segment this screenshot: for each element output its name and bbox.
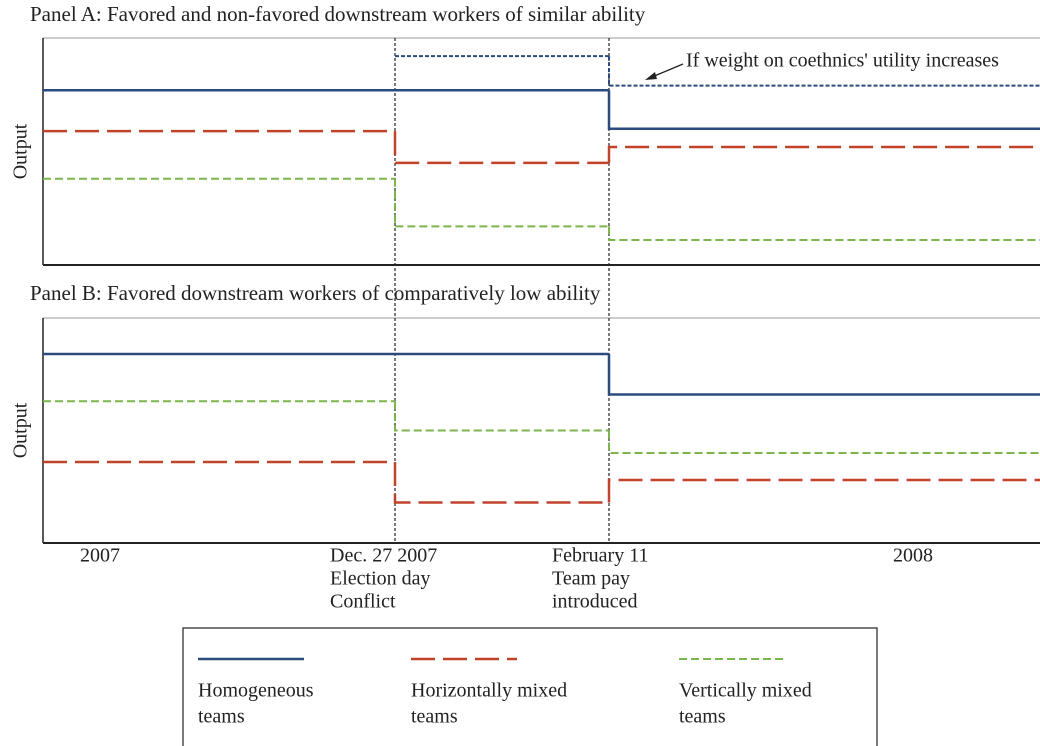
legend-label: teams [411, 706, 458, 728]
step-segment [394, 401, 609, 432]
step-segment [608, 56, 1040, 87]
step-segment [607, 478, 1040, 503]
x-label: February 11 [552, 545, 648, 567]
step-segment [393, 462, 609, 504]
x-label: Conflict [330, 591, 396, 613]
x-label: 2008 [893, 545, 933, 567]
annotation-arrow [651, 63, 684, 78]
step-segment [608, 226, 1040, 242]
panel-title: Panel B: Favored downstream workers of c… [30, 281, 601, 305]
x-label: 2007 [80, 545, 120, 567]
legend-label: Homogeneous [198, 680, 314, 702]
x-label: Election day [330, 568, 431, 590]
step-segment [394, 178, 609, 228]
arrow-head [645, 72, 657, 80]
step-segment [607, 354, 1040, 396]
annotation: If weight on coethnics' utility increase… [686, 50, 999, 72]
step-segment [393, 131, 609, 165]
x-label: Dec. 27 2007 [330, 545, 437, 567]
panel-title: Panel A: Favored and non-favored downstr… [30, 2, 646, 26]
x-label: introduced [552, 591, 638, 613]
legend-box [182, 627, 878, 746]
legend-label: Horizontally mixed [411, 680, 567, 702]
y-axis-label: Output [10, 402, 32, 458]
step-segment [607, 90, 1040, 131]
legend-label: teams [198, 706, 245, 728]
step-segment [607, 145, 1040, 163]
x-label: Team pay [552, 568, 630, 590]
y-axis-label: Output [10, 123, 32, 179]
legend-label: teams [679, 706, 726, 728]
legend-label: Vertically mixed [679, 680, 812, 702]
step-segment [608, 430, 1040, 454]
